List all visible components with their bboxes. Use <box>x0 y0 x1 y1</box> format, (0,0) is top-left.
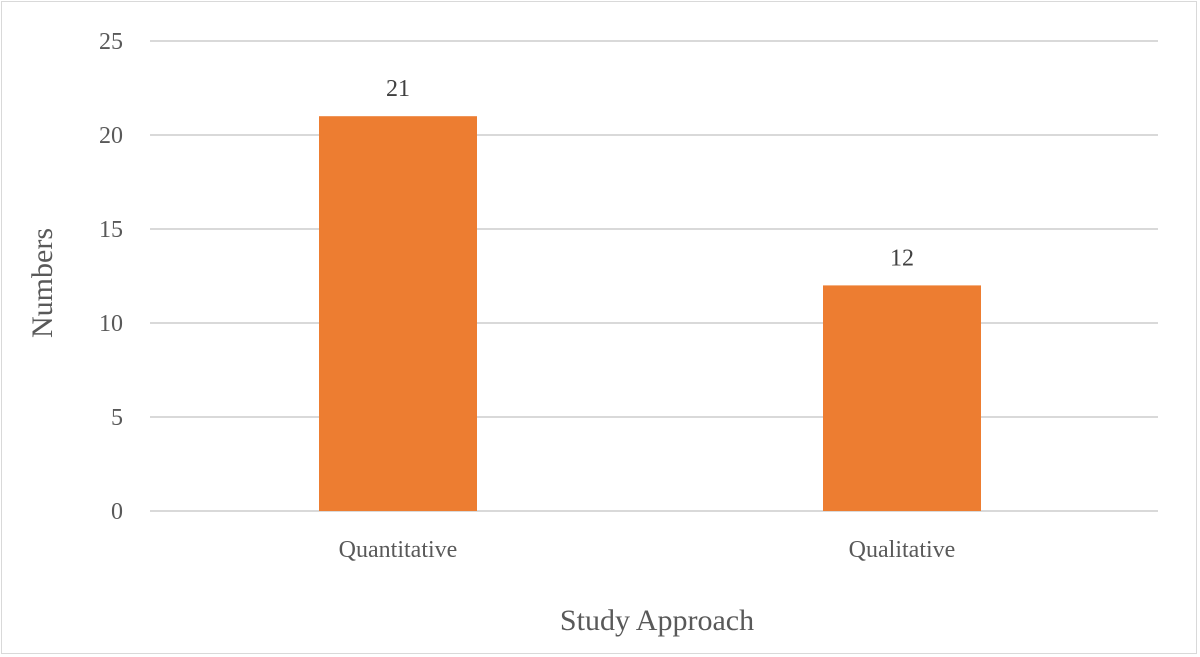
data-labels: 21 12 <box>386 76 914 271</box>
y-tick-label: 5 <box>111 405 123 431</box>
y-tick-label: 20 <box>99 123 123 149</box>
x-axis-ticks: Quantitative Qualitative <box>339 537 956 563</box>
x-axis-title: Study Approach <box>560 604 754 637</box>
bars <box>319 116 981 511</box>
gridlines <box>150 40 1158 512</box>
data-label: 21 <box>386 76 410 102</box>
x-tick-label: Quantitative <box>339 537 458 563</box>
y-tick-label: 10 <box>99 311 123 337</box>
bar-quantitative <box>319 116 477 511</box>
y-tick-label: 15 <box>99 217 123 243</box>
y-tick-label: 0 <box>111 499 123 525</box>
y-tick-label: 25 <box>99 29 123 55</box>
bar-qualitative <box>823 285 981 511</box>
y-axis-ticks: 0 5 10 15 20 25 <box>99 29 123 525</box>
x-tick-label: Qualitative <box>849 537 956 563</box>
y-axis-title: Numbers <box>26 228 59 338</box>
data-label: 12 <box>890 245 914 271</box>
